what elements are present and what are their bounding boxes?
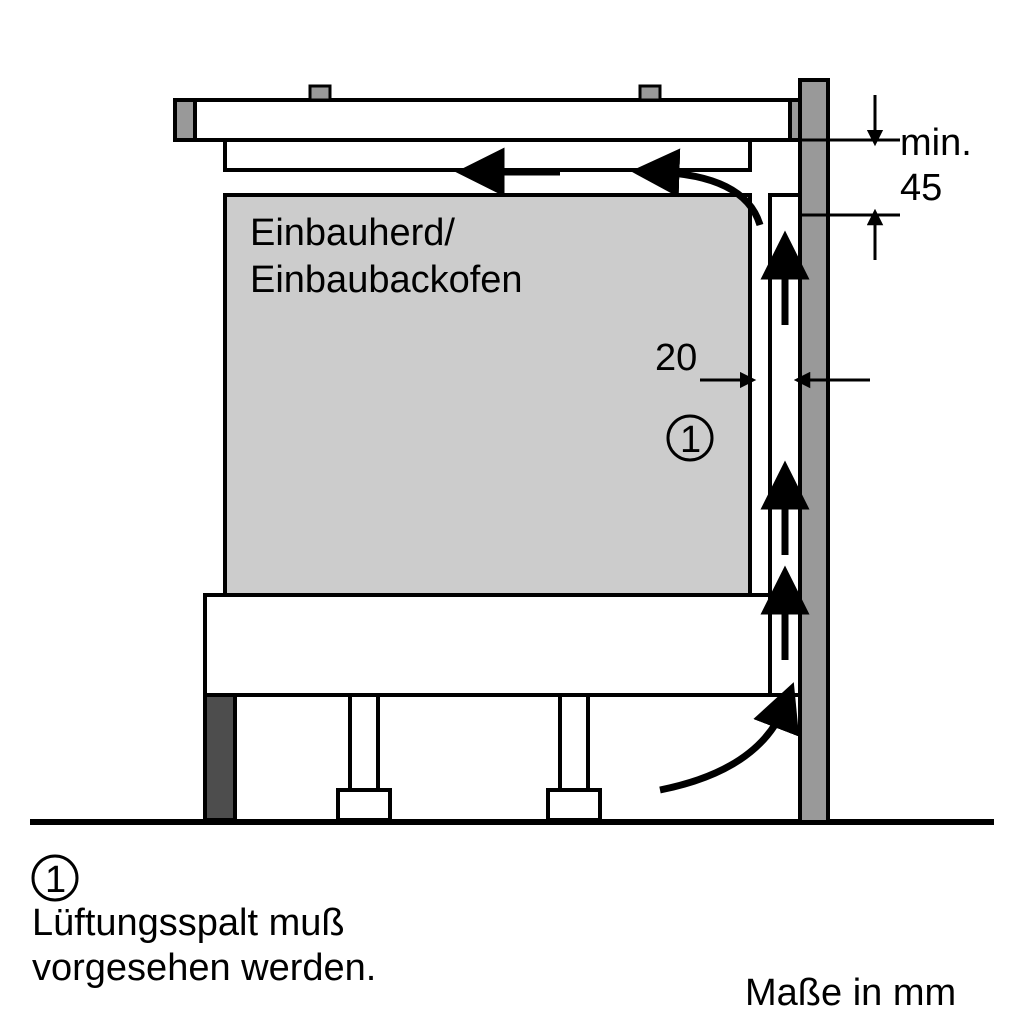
units-note: Maße in mm <box>745 972 956 1014</box>
installation-diagram: min. 45 20 1 Einbauherd/ Einbaubackofen … <box>0 0 1024 1024</box>
dim-20-label: 20 <box>655 337 697 379</box>
legend-text-line2: vorgesehen werden. <box>32 947 376 989</box>
dim-45-label: 45 <box>900 167 942 209</box>
svg-text:1: 1 <box>45 859 66 901</box>
appliance-label-line2: Einbaubackofen <box>250 259 523 301</box>
appliance-label-line1: Einbauherd/ <box>250 212 455 254</box>
dim-min-label: min. <box>900 122 972 164</box>
cooktop <box>175 86 800 170</box>
legend-1-marker: 1 <box>33 856 77 901</box>
legend-text-line1: Lüftungsspalt muß <box>32 902 345 944</box>
cabinet-legs <box>205 695 600 820</box>
svg-text:1: 1 <box>680 419 701 461</box>
wall <box>800 80 828 822</box>
